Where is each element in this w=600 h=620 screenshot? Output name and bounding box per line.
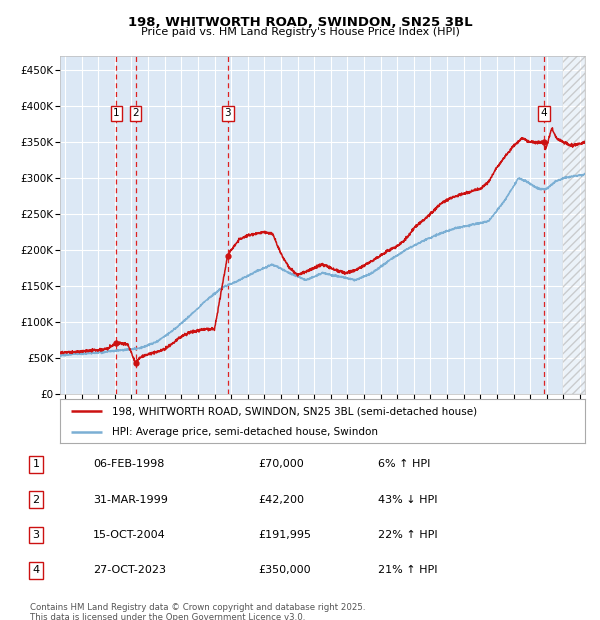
- Bar: [563, 56, 585, 394]
- Text: Contains HM Land Registry data © Crown copyright and database right 2025.
This d: Contains HM Land Registry data © Crown c…: [30, 603, 365, 620]
- Text: 1: 1: [113, 108, 120, 118]
- Text: 3: 3: [224, 108, 231, 118]
- Text: 4: 4: [541, 108, 547, 118]
- Text: 6% ↑ HPI: 6% ↑ HPI: [378, 459, 430, 469]
- Text: 27-OCT-2023: 27-OCT-2023: [93, 565, 166, 575]
- Text: 06-FEB-1998: 06-FEB-1998: [93, 459, 164, 469]
- Text: £350,000: £350,000: [258, 565, 311, 575]
- Text: Price paid vs. HM Land Registry's House Price Index (HPI): Price paid vs. HM Land Registry's House …: [140, 27, 460, 37]
- Text: 3: 3: [32, 530, 40, 540]
- Text: 198, WHITWORTH ROAD, SWINDON, SN25 3BL: 198, WHITWORTH ROAD, SWINDON, SN25 3BL: [128, 16, 472, 29]
- Text: 22% ↑ HPI: 22% ↑ HPI: [378, 530, 437, 540]
- Text: 15-OCT-2004: 15-OCT-2004: [93, 530, 166, 540]
- Text: 43% ↓ HPI: 43% ↓ HPI: [378, 495, 437, 505]
- Text: 4: 4: [32, 565, 40, 575]
- Text: £70,000: £70,000: [258, 459, 304, 469]
- Text: 21% ↑ HPI: 21% ↑ HPI: [378, 565, 437, 575]
- Text: HPI: Average price, semi-detached house, Swindon: HPI: Average price, semi-detached house,…: [113, 427, 379, 437]
- Text: £42,200: £42,200: [258, 495, 304, 505]
- Text: 2: 2: [32, 495, 40, 505]
- Text: 198, WHITWORTH ROAD, SWINDON, SN25 3BL (semi-detached house): 198, WHITWORTH ROAD, SWINDON, SN25 3BL (…: [113, 406, 478, 416]
- Text: 31-MAR-1999: 31-MAR-1999: [93, 495, 168, 505]
- Text: 2: 2: [132, 108, 139, 118]
- Text: £191,995: £191,995: [258, 530, 311, 540]
- Text: 1: 1: [32, 459, 40, 469]
